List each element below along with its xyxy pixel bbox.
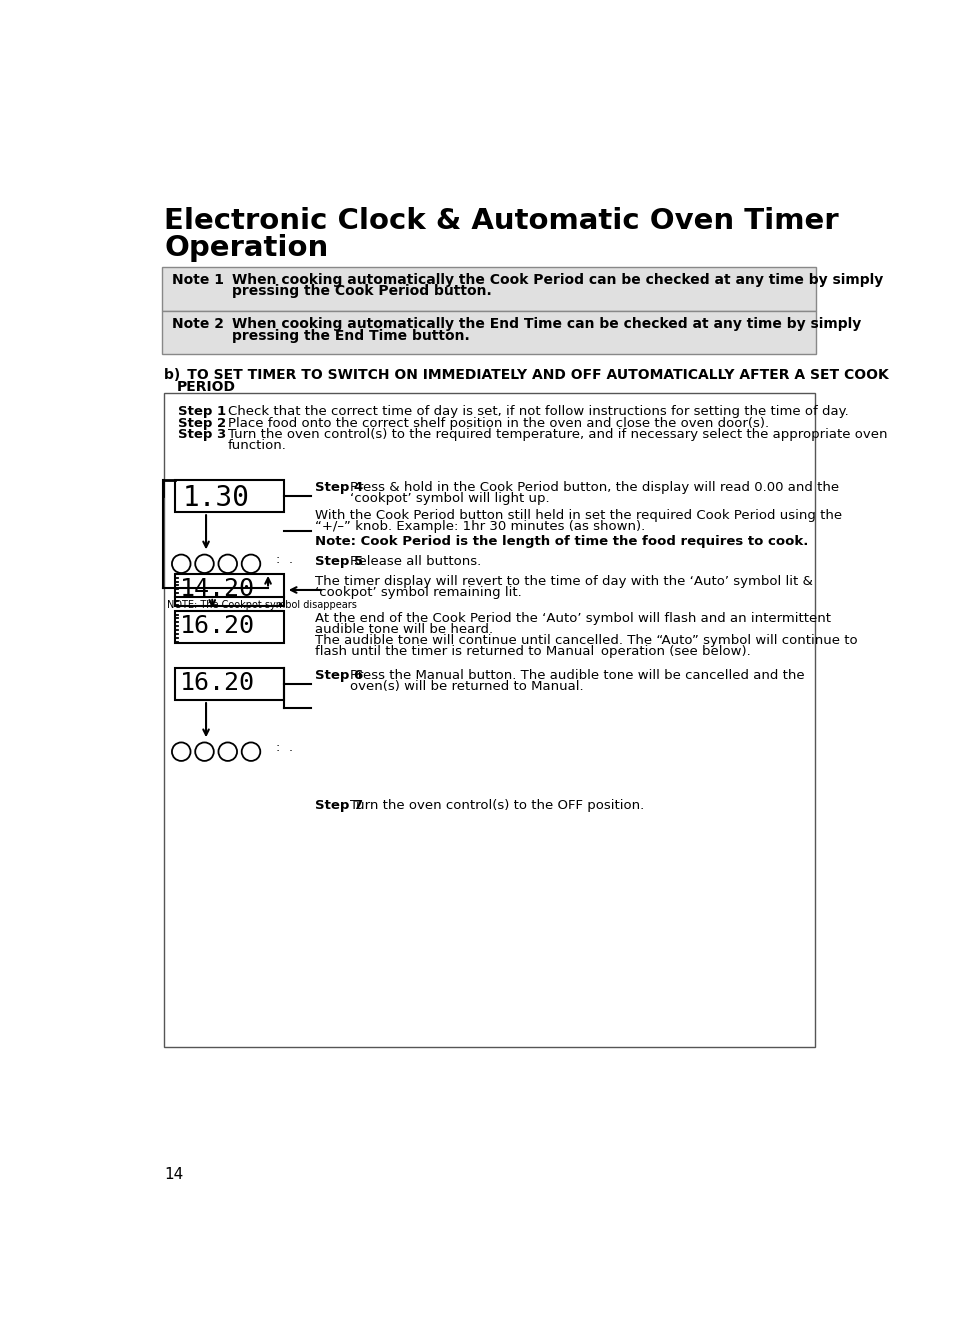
Text: With the Cook Period button still held in set the required Cook Period using the: With the Cook Period button still held i… [314, 509, 841, 522]
Circle shape [172, 743, 191, 762]
Text: Place food onto the correct shelf position in the oven and close the oven door(s: Place food onto the correct shelf positi… [228, 417, 768, 430]
Circle shape [218, 743, 236, 762]
Text: Step 6: Step 6 [314, 669, 362, 683]
Text: Note 1: Note 1 [172, 273, 224, 287]
Text: b) TO SET TIMER TO SWITCH ON IMMEDIATELY AND OFF AUTOMATICALLY AFTER A SET COOK: b) TO SET TIMER TO SWITCH ON IMMEDIATELY… [164, 369, 888, 382]
Text: When cooking automatically the End Time can be checked at any time by simply: When cooking automatically the End Time … [232, 318, 860, 331]
Circle shape [172, 554, 191, 573]
Bar [174, 480, 283, 512]
Text: NOTE: The Cookpot symbol disappears: NOTE: The Cookpot symbol disappears [167, 600, 356, 611]
Text: Step 3: Step 3 [178, 429, 226, 441]
Text: ‘cookpot’ symbol remaining lit.: ‘cookpot’ symbol remaining lit. [314, 587, 520, 599]
Text: .: . [288, 741, 292, 755]
Circle shape [195, 743, 213, 762]
Text: audible tone will be heard.: audible tone will be heard. [314, 623, 492, 636]
Text: function.: function. [228, 440, 286, 452]
Text: 16.20: 16.20 [179, 671, 254, 695]
Text: “+/–” knob. Example: 1hr 30 minutes (as shown).: “+/–” knob. Example: 1hr 30 minutes (as … [314, 520, 644, 533]
Bar [174, 573, 283, 607]
Text: Electronic Clock & Automatic Oven Timer: Electronic Clock & Automatic Oven Timer [164, 207, 838, 235]
Text: Turn the oven control(s) to the OFF position.: Turn the oven control(s) to the OFF posi… [350, 799, 644, 812]
Text: oven(s) will be returned to Manual.: oven(s) will be returned to Manual. [350, 680, 583, 693]
Text: ‘cookpot’ symbol will light up.: ‘cookpot’ symbol will light up. [350, 492, 549, 505]
Text: Release all buttons.: Release all buttons. [350, 556, 481, 568]
Text: Step 2: Step 2 [178, 417, 226, 430]
Text: 14: 14 [164, 1168, 183, 1182]
Text: Step 1: Step 1 [178, 405, 226, 418]
Text: PERIOD: PERIOD [176, 379, 235, 394]
Text: 14.20: 14.20 [179, 577, 254, 601]
Text: The audible tone will continue until cancelled. The “Auto” symbol will continue : The audible tone will continue until can… [314, 633, 857, 647]
Circle shape [241, 743, 260, 762]
Text: Note: Cook Period is the length of time the food requires to cook.: Note: Cook Period is the length of time … [314, 534, 807, 548]
Bar [162, 311, 815, 354]
Text: Step 5: Step 5 [314, 556, 362, 568]
Bar [162, 267, 815, 311]
Text: When cooking automatically the Cook Period can be checked at any time by simply: When cooking automatically the Cook Peri… [232, 273, 882, 287]
Text: pressing the End Time button.: pressing the End Time button. [232, 329, 469, 343]
Bar [174, 611, 283, 643]
Text: Press & hold in the Cook Period button, the display will read 0.00 and the: Press & hold in the Cook Period button, … [350, 481, 839, 494]
Text: The timer display will revert to the time of day with the ‘Auto’ symbol lit &: The timer display will revert to the tim… [314, 576, 812, 588]
Text: Step 4: Step 4 [314, 481, 362, 494]
Circle shape [218, 554, 236, 573]
Text: At the end of the Cook Period the ‘Auto’ symbol will flash and an intermittent: At the end of the Cook Period the ‘Auto’… [314, 612, 830, 625]
Text: Turn the oven control(s) to the required temperature, and if necessary select th: Turn the oven control(s) to the required… [228, 429, 886, 441]
Text: Press the Manual button. The audible tone will be cancelled and the: Press the Manual button. The audible ton… [350, 669, 804, 683]
Circle shape [195, 554, 213, 573]
Text: flash until the timer is returned to Manual operation (see below).: flash until the timer is returned to Man… [314, 645, 749, 657]
Text: .: . [288, 553, 292, 566]
Text: :: : [275, 741, 280, 755]
Text: 1.30: 1.30 [183, 484, 250, 512]
Bar [174, 668, 283, 700]
Text: 16.20: 16.20 [179, 613, 254, 637]
Text: Step 7: Step 7 [314, 799, 362, 812]
Text: :: : [275, 553, 280, 566]
Text: Operation: Operation [164, 234, 328, 262]
Bar [164, 393, 815, 1047]
Text: Check that the correct time of day is set, if not follow instructions for settin: Check that the correct time of day is se… [228, 405, 847, 418]
Text: pressing the Cook Period button.: pressing the Cook Period button. [232, 285, 491, 298]
Circle shape [241, 554, 260, 573]
Text: Note 2: Note 2 [172, 318, 224, 331]
